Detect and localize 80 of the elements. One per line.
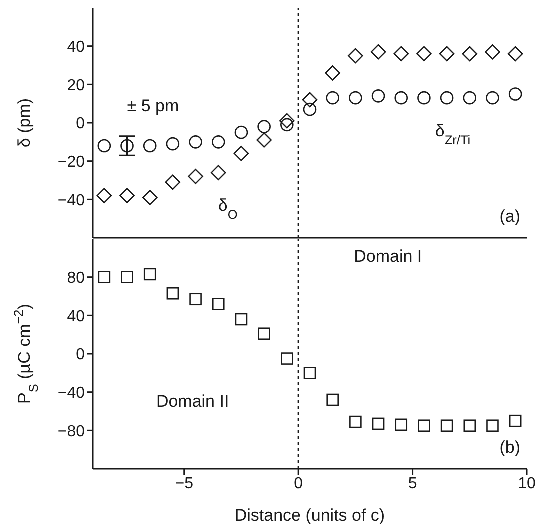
point	[302, 92, 318, 108]
y-tick-label: 20	[67, 77, 86, 94]
point	[281, 352, 294, 365]
point	[188, 169, 204, 184]
point	[121, 271, 134, 284]
x-tick-label: 0	[294, 475, 304, 492]
point	[463, 91, 477, 105]
point	[486, 91, 500, 105]
y-tick-label: −40	[58, 192, 86, 210]
point	[416, 46, 432, 62]
point	[464, 420, 476, 432]
point	[120, 188, 135, 204]
annotation: Domain II	[156, 392, 230, 411]
y-tick-label: −80	[58, 423, 86, 440]
point	[166, 287, 180, 300]
y-tick-label: 0	[76, 346, 86, 364]
point	[144, 268, 156, 281]
point	[485, 44, 500, 60]
y-tick-label: −20	[58, 154, 86, 172]
annotation: ± 5 pm	[127, 96, 180, 116]
x-axis-title: Distance (units of c)	[234, 506, 386, 525]
point	[212, 136, 226, 149]
point	[508, 46, 524, 62]
point	[372, 90, 386, 103]
point	[325, 66, 340, 81]
point	[234, 126, 248, 140]
point	[348, 48, 364, 64]
x-tick-label: 5	[408, 475, 418, 492]
point	[326, 394, 339, 406]
x-tick-label: −5	[175, 475, 194, 492]
y-tick-label: 0	[76, 116, 86, 133]
point	[372, 418, 385, 430]
point	[235, 313, 248, 326]
annotation: δ$_{O}$	[218, 196, 238, 222]
x-tick-label: 10	[518, 475, 535, 492]
point	[166, 137, 180, 151]
annotation: Domain I	[354, 247, 422, 266]
point	[462, 46, 478, 62]
point	[212, 298, 225, 310]
point	[189, 136, 202, 149]
point	[98, 271, 111, 284]
point	[349, 91, 362, 105]
point	[258, 328, 270, 340]
point	[326, 91, 340, 105]
y-tick-label: −40	[58, 385, 86, 402]
point	[440, 91, 454, 105]
point	[165, 174, 181, 190]
point	[508, 88, 522, 101]
annotation: (a)	[500, 206, 520, 226]
point	[509, 414, 522, 428]
y-tick-label: 40	[67, 39, 86, 56]
point	[210, 165, 226, 180]
point	[304, 367, 316, 380]
point	[486, 420, 499, 432]
point	[234, 146, 250, 162]
point	[98, 139, 112, 153]
point	[439, 46, 455, 62]
y-tick-label: 80	[67, 270, 86, 288]
point	[143, 139, 157, 153]
point	[395, 418, 408, 432]
point	[258, 120, 271, 134]
y-tick-label: 40	[67, 308, 86, 326]
point	[280, 118, 294, 132]
point	[394, 91, 408, 105]
point	[256, 132, 272, 148]
y-axis-title: δ (pm)	[15, 98, 34, 148]
point	[418, 91, 431, 105]
point	[440, 420, 454, 432]
point	[190, 293, 202, 306]
point	[394, 46, 410, 62]
point	[120, 139, 134, 153]
annotation: δ$_{Zr/Ti}$	[435, 121, 471, 147]
point	[350, 416, 362, 428]
point	[96, 188, 112, 204]
point	[303, 102, 317, 116]
point	[418, 420, 430, 432]
point	[142, 190, 158, 206]
point	[280, 113, 295, 129]
annotation: (b)	[500, 438, 520, 457]
point	[370, 44, 386, 60]
